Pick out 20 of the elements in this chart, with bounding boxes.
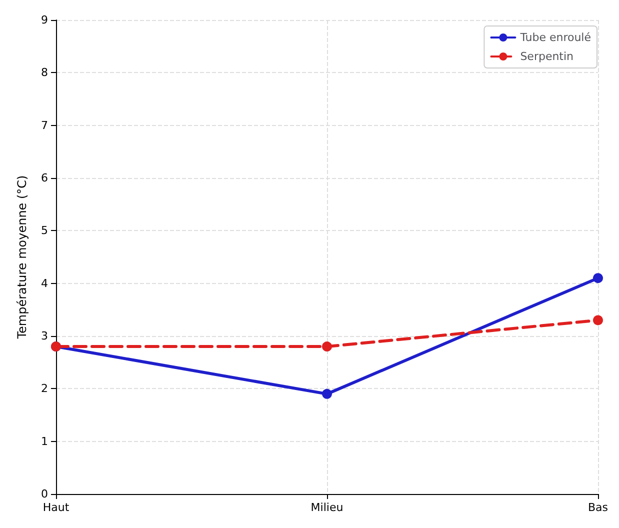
y-tick-label: 1: [41, 434, 48, 448]
y-tick-label: 5: [41, 224, 48, 238]
point: [322, 388, 332, 399]
point: [593, 273, 603, 284]
x-tick-label: Milieu: [310, 501, 344, 514]
x-tick-label: Haut: [42, 501, 70, 514]
y-axis-title: Température moyenne (°C): [15, 175, 29, 340]
y-tick-label: 7: [41, 118, 48, 132]
legend-label: Tube enroulé: [519, 31, 592, 44]
y-tick-label: 3: [41, 330, 48, 342]
y-tick-label: 8: [41, 66, 48, 80]
y-tick-label: 9: [41, 14, 48, 26]
y-tick-label: 4: [41, 276, 48, 290]
y-tick-label: 0: [41, 488, 48, 500]
y-tick-label: 6: [41, 172, 48, 184]
point: [322, 342, 332, 352]
point: [593, 315, 603, 326]
y-tick-label: 2: [41, 382, 48, 396]
legend-label: Serpentin: [520, 50, 574, 63]
x-tick-label: Bas: [588, 501, 608, 514]
